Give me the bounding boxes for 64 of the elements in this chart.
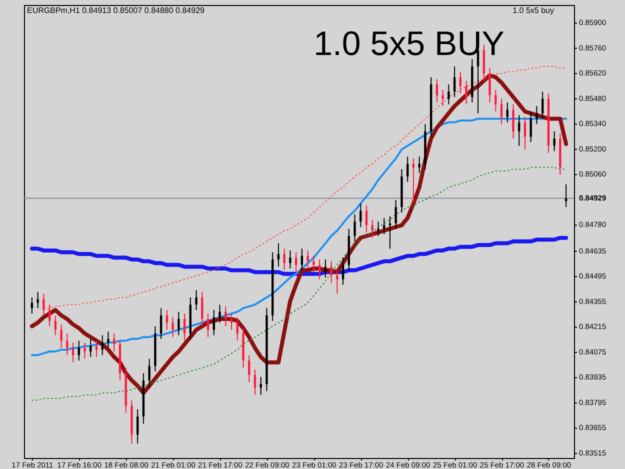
candlestick <box>113 332 116 352</box>
annotation: 1.0 5x5 buy <box>512 6 554 15</box>
candlestick <box>488 68 491 103</box>
candlestick <box>459 71 462 94</box>
candlestick <box>48 304 51 327</box>
candlestick <box>178 311 180 336</box>
candlestick <box>160 308 162 340</box>
candlestick <box>84 342 86 360</box>
candlestick <box>336 270 338 294</box>
candlestick <box>283 248 286 271</box>
candlestick <box>277 242 280 268</box>
candlestick <box>201 291 204 327</box>
candlestick <box>500 98 503 125</box>
candlestick <box>394 199 397 230</box>
candlestick <box>60 324 62 348</box>
candlestick <box>236 316 238 342</box>
candlestick <box>553 130 556 152</box>
candlestick <box>541 91 544 120</box>
line-series <box>31 166 567 401</box>
candlestick <box>442 89 444 107</box>
candlestick <box>172 316 174 338</box>
candlestick <box>212 310 215 336</box>
candlestick <box>148 358 150 388</box>
candlestick <box>330 260 332 284</box>
candlestick <box>365 204 368 233</box>
candlestick <box>377 221 380 237</box>
candlestick <box>406 156 409 182</box>
candlestick <box>306 250 309 269</box>
candlestick <box>453 66 456 98</box>
candlestick <box>90 338 92 358</box>
candlestick <box>518 114 520 146</box>
candlestick <box>360 203 362 228</box>
candlestick <box>206 313 210 338</box>
candlestick <box>418 156 420 174</box>
candlestick <box>324 258 327 278</box>
candlestick <box>300 248 304 271</box>
candlestick <box>506 102 508 123</box>
candlestick <box>536 106 538 125</box>
candlestick <box>512 104 514 140</box>
candlestick <box>312 255 315 273</box>
candlestick <box>66 332 68 356</box>
candlestick <box>294 252 298 273</box>
candlestick <box>342 257 344 286</box>
candlestick <box>248 354 250 383</box>
candlestick <box>260 376 262 396</box>
candlestick <box>136 408 139 444</box>
candlestick <box>371 219 374 238</box>
candlestick <box>289 250 292 269</box>
candlestick <box>42 293 45 316</box>
candlestick <box>36 291 39 309</box>
candlestick <box>530 110 532 143</box>
candlestick <box>354 214 356 242</box>
candlestick <box>254 369 256 396</box>
annotation: EURGBPm,H1 0.84913 0.85007 0.84880 0.84929 <box>27 6 206 15</box>
candlestick <box>218 304 221 324</box>
candlestick <box>195 290 198 311</box>
line-series <box>30 73 568 396</box>
candlestick <box>107 331 110 348</box>
candlestick <box>54 314 57 336</box>
candlestick <box>448 84 450 105</box>
candlestick <box>494 89 497 112</box>
candlestick <box>465 80 468 105</box>
candlestick <box>383 217 386 235</box>
candlestick <box>183 313 186 342</box>
